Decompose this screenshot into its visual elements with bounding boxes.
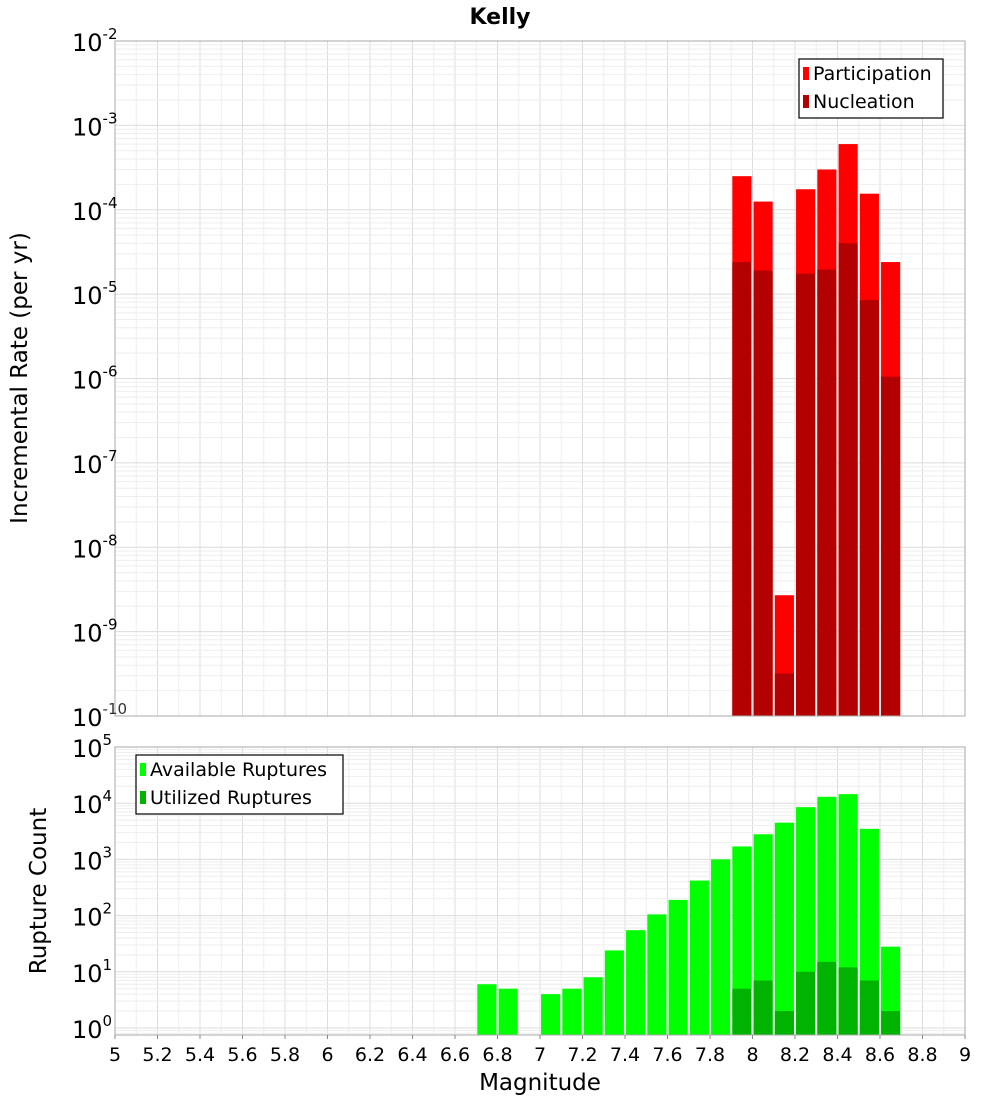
top-grid [114,40,966,717]
y-tick-label-bottom: 100 [72,1012,112,1044]
bar-utilized-ruptures [881,1011,901,1035]
bar-nucleation [774,673,794,716]
bar-utilized-ruptures [796,971,816,1035]
y-tick-label-top: 10-10 [72,700,127,732]
y-tick-label-bottom: 103 [72,843,112,875]
legend-label-participation: Participation [813,63,932,85]
top-y-ticks: 10-10 10-9 10-8 10-7 10-6 10-5 10-4 10-3 10-2 [72,25,127,732]
bar-nucleation [859,300,879,716]
x-tick-label: 6.4 [397,1044,427,1066]
y-tick-label-bottom: 105 [72,731,112,763]
chart-title: Kelly [469,5,530,30]
legend-swatch-nucleation [803,95,809,108]
y-tick-label-top: 10-8 [72,531,118,563]
bar-available-ruptures [732,846,752,1035]
bar-available-ruptures [604,950,624,1035]
y-tick-label-bottom: 101 [72,956,112,988]
x-tick-label: 9 [959,1044,971,1066]
bar-available-ruptures [647,914,667,1035]
legend-label-available-ruptures: Available Ruptures [150,759,327,781]
bottom-bars [477,794,901,1035]
bar-nucleation [796,273,816,716]
x-tick-label: 8.4 [822,1044,852,1066]
x-tick-label: 7.2 [567,1044,597,1066]
bar-nucleation [817,269,837,716]
y-tick-label-top: 10-6 [72,363,118,395]
top-legend: Participation Nucleation [798,58,944,119]
y-tick-label-top: 10-9 [72,616,118,648]
x-tick-label: 6.2 [355,1044,385,1066]
bar-available-ruptures [541,994,561,1035]
y-tick-label-bottom: 104 [72,787,112,819]
bar-available-ruptures [626,930,646,1035]
bar-utilized-ruptures [753,980,773,1035]
bar-available-ruptures [711,859,731,1035]
x-tick-label: 7 [534,1044,546,1066]
x-tick-label: 5.8 [270,1044,300,1066]
x-tick-label: 5.4 [185,1044,215,1066]
legend-label-nucleation: Nucleation [813,91,915,113]
bar-available-ruptures [498,988,518,1035]
x-tick-label: 8.6 [865,1044,895,1066]
x-tick-label: 7.8 [695,1044,725,1066]
bar-utilized-ruptures [838,967,858,1035]
bottom-y-ticks: 100 101 102 103 104 105 [72,731,112,1044]
bar-available-ruptures [689,880,709,1035]
bottom-legend: Available Ruptures Utilized Ruptures [135,754,344,815]
x-tick-label: 5.6 [227,1044,257,1066]
top-bars [732,144,901,717]
bar-utilized-ruptures [732,988,752,1035]
bar-nucleation [732,262,752,716]
x-axis-label: Magnitude [479,1070,601,1096]
bar-utilized-ruptures [774,1011,794,1035]
y-tick-label-top: 10-2 [72,25,118,57]
x-tick-label: 5 [109,1044,121,1066]
bar-nucleation [838,243,858,717]
top-y-axis-label: Incremental Rate (per yr) [7,232,33,524]
x-tick-label: 6.6 [440,1044,470,1066]
bar-available-ruptures [774,822,794,1035]
x-ticks: 5 5.2 5.4 5.6 5.8 6 6.2 6.4 6.6 6.8 7 7.2 7.4 7.6 7.8 8… [109,1035,971,1066]
legend-swatch-utilized-ruptures [140,791,146,804]
bar-available-ruptures [562,988,582,1035]
x-tick-label: 8.2 [780,1044,810,1066]
bar-utilized-ruptures [859,980,879,1035]
legend-swatch-available-ruptures [140,763,146,776]
bar-available-ruptures [583,977,603,1035]
y-tick-label-top: 10-4 [72,194,118,226]
bar-nucleation [881,376,901,716]
x-tick-label: 6 [321,1044,333,1066]
x-tick-label: 8 [746,1044,758,1066]
bottom-y-axis-label: Rupture Count [26,808,52,974]
y-tick-label-top: 10-7 [72,447,118,479]
x-tick-label: 8.8 [907,1044,937,1066]
x-tick-label: 5.2 [142,1044,172,1066]
y-tick-label-top: 10-5 [72,278,118,310]
top-plot-frame [114,40,966,717]
y-tick-label-top: 10-3 [72,109,118,141]
x-tick-label: 7.6 [652,1044,682,1066]
bar-utilized-ruptures [817,961,837,1035]
y-tick-label-bottom: 102 [72,900,112,932]
legend-label-utilized-ruptures: Utilized Ruptures [150,787,312,809]
legend-swatch-participation [803,67,809,80]
bar-available-ruptures [668,899,688,1035]
bar-available-ruptures [477,984,497,1035]
x-tick-label: 7.4 [610,1044,640,1066]
bar-nucleation [753,270,773,716]
x-tick-label: 6.8 [482,1044,512,1066]
